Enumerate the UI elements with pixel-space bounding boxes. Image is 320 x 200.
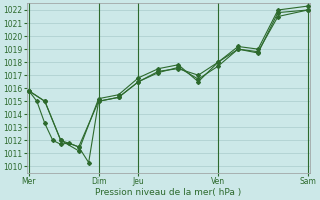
X-axis label: Pression niveau de la mer( hPa ): Pression niveau de la mer( hPa ) <box>95 188 242 197</box>
